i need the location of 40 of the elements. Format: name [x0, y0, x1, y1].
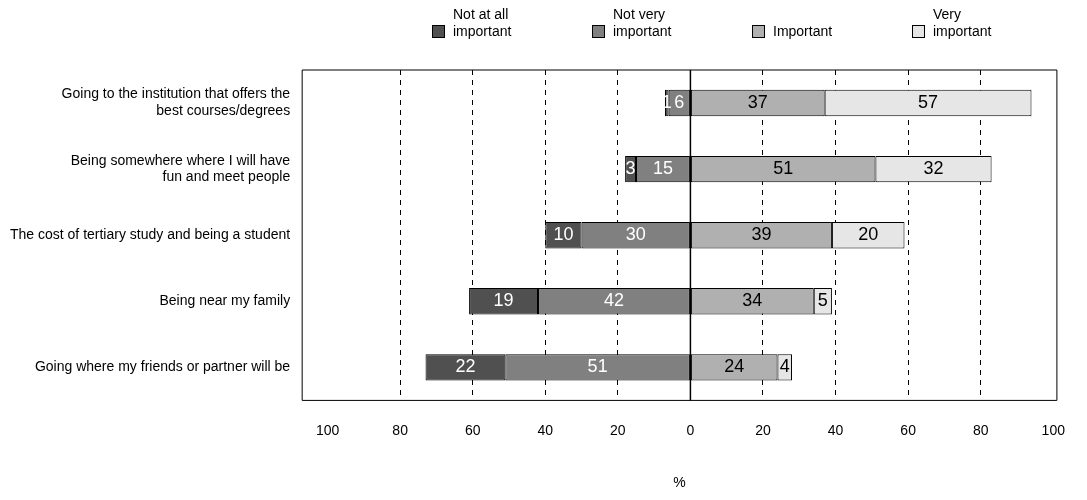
data-label: 10	[553, 224, 574, 245]
x-tick-label: 20	[610, 421, 626, 438]
data-label: 15	[652, 158, 673, 179]
data-label: 19	[493, 290, 514, 311]
y-tick-label: Going to the institution that offers the best courses/degrees	[61, 85, 291, 119]
x-tick-label: 40	[827, 421, 844, 438]
data-label: 4	[779, 356, 790, 377]
data-label: 6	[674, 92, 685, 113]
data-label: 30	[625, 224, 646, 245]
data-label: 51	[773, 158, 794, 179]
data-label: 34	[742, 290, 763, 311]
y-tick-label: The cost of tertiary study and being a student	[9, 226, 291, 243]
data-label: 3	[625, 158, 636, 179]
x-tick-label: 100	[315, 421, 340, 438]
data-label: 37	[747, 92, 768, 113]
data-label: 5	[817, 290, 828, 311]
data-label: 39	[751, 224, 772, 245]
data-label: 22	[455, 356, 476, 377]
x-tick-label: 60	[464, 421, 481, 438]
y-tick-label: Being somewhere where I will have fun and meet people	[70, 151, 291, 185]
x-tick-label: 20	[755, 421, 771, 438]
x-axis-title: %	[673, 474, 686, 491]
data-label: 42	[603, 290, 624, 311]
x-tick-label: 100	[1041, 421, 1066, 438]
x-tick-label: 0	[686, 421, 695, 438]
data-label: 20	[858, 224, 879, 245]
x-tick-label: 40	[537, 421, 554, 438]
x-tick-label: 80	[392, 421, 409, 438]
y-tick-label: Being near my family	[159, 292, 291, 309]
legend-label: Important	[773, 23, 834, 40]
x-tick-label: 80	[972, 421, 989, 438]
legend-label: Very important	[933, 6, 993, 40]
x-tick-label: 60	[900, 421, 917, 438]
data-label: 24	[724, 356, 745, 377]
y-tick-label: Going where my friends or partner will be	[34, 358, 291, 375]
legend-label: Not at all important	[453, 6, 513, 40]
data-label: 57	[918, 92, 939, 113]
data-label: 32	[923, 158, 944, 179]
legend-label: Not very important	[613, 6, 673, 40]
data-label: 51	[587, 356, 608, 377]
